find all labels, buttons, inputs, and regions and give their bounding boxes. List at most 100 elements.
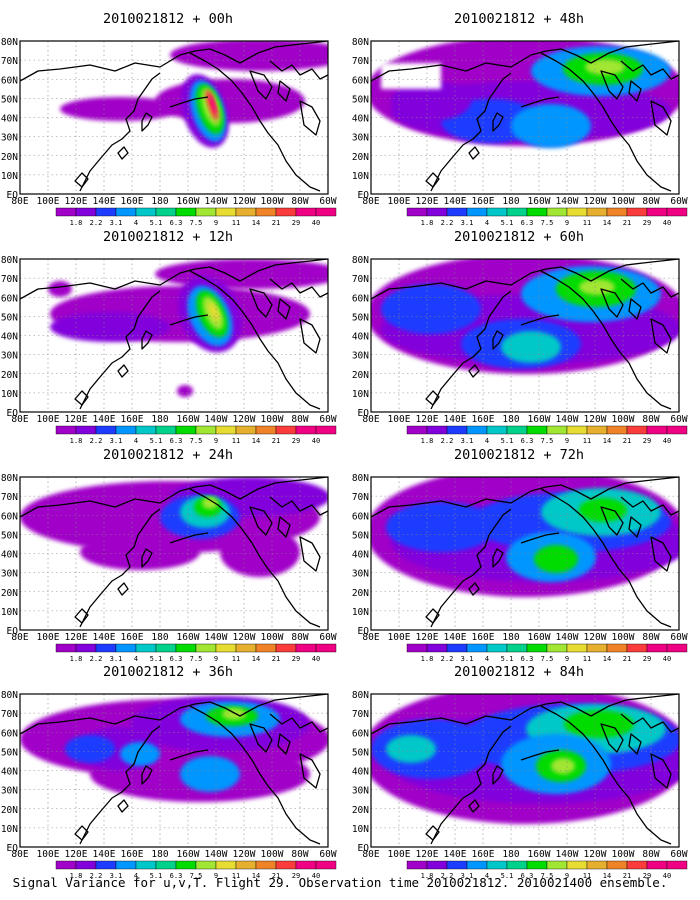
colorbar-label: 3.1: [110, 655, 123, 663]
lat-label: 30N: [352, 569, 369, 580]
lat-label: 60N: [352, 511, 369, 522]
colorbar-swatch: [315, 643, 337, 653]
colorbar-swatch: [175, 860, 197, 870]
colorbar-label: 9: [214, 872, 218, 880]
lon-label: 100W: [612, 632, 635, 643]
lon-label: 140W: [205, 414, 228, 425]
lon-label: 80W: [291, 414, 308, 425]
graticule: [371, 41, 679, 194]
lon-label: 100E: [37, 632, 60, 643]
lon-label: 160E: [472, 414, 495, 425]
lon-label: 160E: [121, 196, 144, 207]
coastline: [371, 41, 679, 192]
lat-label: 80N: [1, 37, 18, 48]
colorbar-swatch: [486, 425, 508, 435]
colorbar-label: 4: [485, 219, 489, 227]
graticule: [20, 41, 328, 194]
lon-label: 60W: [319, 849, 336, 860]
map-panel-0h: 2010021812 + 00h EQ 10N 20N 30N 40N 50N 60N 70N 8…: [1, 11, 337, 227]
colorbar-label: 4: [134, 872, 138, 880]
colorbar-label: 2.2: [441, 655, 454, 663]
colorbar-swatch: [606, 425, 628, 435]
colorbar-label: 11: [232, 437, 240, 445]
lat-label: 20N: [352, 370, 369, 381]
lon-label: 140E: [444, 414, 467, 425]
lon-label: 60W: [319, 414, 336, 425]
colorbar: 1.8 2.2 3.1 4 5.1 6.3 7.5 9 11 14 21 29 40: [406, 207, 688, 227]
panel-title: 2010021812 + 24h: [103, 447, 233, 463]
colorbar-swatch: [626, 207, 648, 217]
map-panel-24h: 2010021812 + 24h EQ 10N 20N 30N 40N 50N 60N 70N 8…: [1, 447, 337, 663]
lon-label: 120W: [233, 196, 256, 207]
lat-label: 60N: [352, 293, 369, 304]
lon-label: 120E: [416, 414, 439, 425]
lat-label: 30N: [1, 569, 18, 580]
lon-label: 80W: [291, 849, 308, 860]
colorbar-label: 2.2: [90, 219, 103, 227]
lat-label: 70N: [352, 274, 369, 285]
lat-label: 50N: [1, 530, 18, 541]
lon-label: 100W: [261, 196, 284, 207]
colorbar-swatch: [406, 425, 428, 435]
colorbar-label: 1.8: [70, 437, 83, 445]
colorbar-swatch: [646, 425, 668, 435]
lon-label: 80W: [642, 414, 659, 425]
lat-label: 20N: [1, 588, 18, 599]
colorbar-swatch: [526, 207, 548, 217]
colorbar-swatch: [235, 425, 257, 435]
colorbar-label: 11: [583, 219, 591, 227]
colorbar-label: 2.2: [90, 872, 103, 880]
colorbar-swatch: [255, 860, 277, 870]
panel-title: 2010021812 + 60h: [454, 229, 584, 245]
lon-label: 160W: [177, 414, 200, 425]
colorbar-swatch: [466, 207, 488, 217]
colorbar-swatch: [486, 207, 508, 217]
lat-label: 70N: [1, 274, 18, 285]
colorbar-swatch: [215, 860, 237, 870]
lon-label: 140E: [93, 414, 116, 425]
colorbar-swatch: [275, 425, 297, 435]
graticule: [371, 259, 679, 412]
colorbar-label: 7.5: [541, 655, 554, 663]
colorbar-label: 21: [272, 655, 280, 663]
colorbar-swatch: [666, 425, 688, 435]
colorbar-swatch: [235, 860, 257, 870]
lon-label: 160E: [121, 849, 144, 860]
map-frame: [370, 693, 680, 848]
lon-label: 100W: [612, 414, 635, 425]
lon-label: 180: [151, 196, 168, 207]
colorbar-swatch: [215, 207, 237, 217]
lon-label: 100E: [388, 632, 411, 643]
lat-label: 50N: [1, 747, 18, 758]
colorbar-swatch: [426, 860, 448, 870]
colorbar-swatch: [235, 643, 257, 653]
colorbar-label: 11: [583, 655, 591, 663]
lon-label: 120W: [584, 632, 607, 643]
colorbar-swatch: [646, 643, 668, 653]
map-frame: [19, 258, 329, 413]
colorbar-swatch: [586, 860, 608, 870]
colorbar-label: 9: [565, 437, 569, 445]
colorbar-swatch: [446, 207, 468, 217]
colorbar-swatch: [506, 425, 528, 435]
colorbar-swatch: [255, 425, 277, 435]
colorbar-label: 29: [292, 872, 300, 880]
lon-label: 140W: [205, 632, 228, 643]
lat-label: 80N: [352, 255, 369, 266]
lon-label: 80W: [291, 632, 308, 643]
colorbar-label: 11: [583, 872, 591, 880]
lon-label: 160E: [121, 414, 144, 425]
lat-label: 20N: [352, 588, 369, 599]
colorbar-label: 14: [252, 219, 260, 227]
colorbar: 1.8 2.2 3.1 4 5.1 6.3 7.5 9 11 14 21 29 40: [55, 643, 337, 663]
colorbar: 1.8 2.2 3.1 4 5.1 6.3 7.5 9 11 14 21 29 40: [55, 860, 337, 880]
colorbar-swatch: [155, 207, 177, 217]
lon-label: 120E: [416, 196, 439, 207]
colorbar-label: 7.5: [541, 219, 554, 227]
colorbar: 1.8 2.2 3.1 4 5.1 6.3 7.5 9 11 14 21 29 40: [406, 643, 688, 663]
colorbar-label: 5.1: [150, 219, 163, 227]
colorbar-label: 9: [565, 872, 569, 880]
lat-label: 70N: [1, 56, 18, 67]
colorbar-label: 11: [583, 437, 591, 445]
colorbar-swatch: [135, 207, 157, 217]
